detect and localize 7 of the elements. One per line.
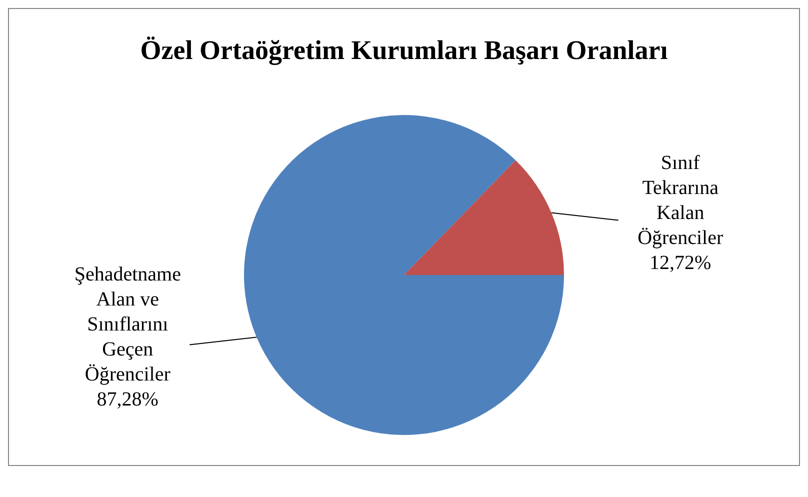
chart-title: Özel Ortaöğretim Kurumları Başarı Oranları [140,35,668,65]
slice-label: Sınıf Tekrarına Kalan Öğrenciler [638,152,724,249]
pie-slice [404,160,564,275]
slice-label: Şehadetname Alan ve Sınıflarını Geçen Öğrenciler [74,264,182,386]
data-label: 87,28% [96,388,158,411]
pie-slice [244,115,564,435]
data-label: 12,72% [650,252,712,274]
